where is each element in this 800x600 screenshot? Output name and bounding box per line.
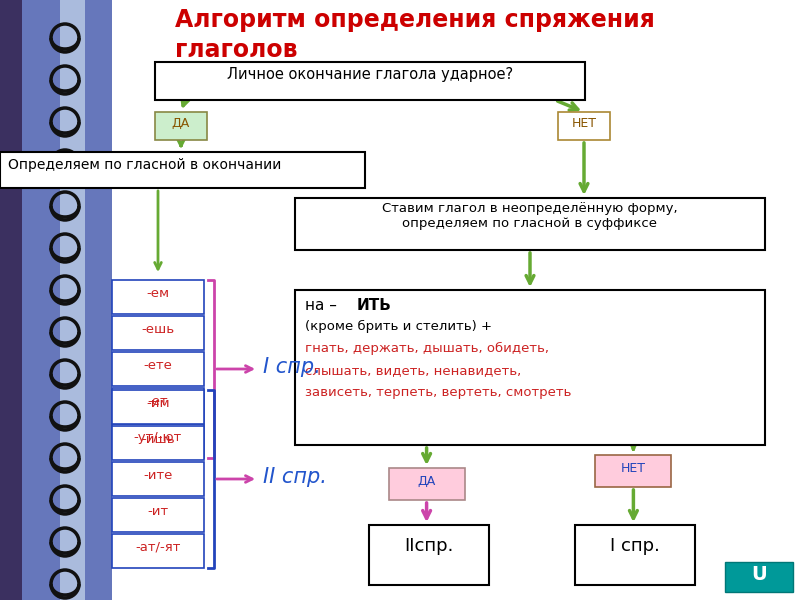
- Text: на –: на –: [305, 298, 342, 313]
- Bar: [369, 525, 489, 585]
- Text: -ите: -ите: [143, 469, 173, 482]
- Bar: [112, 534, 204, 568]
- Bar: [112, 426, 204, 460]
- Text: -ит: -ит: [147, 505, 169, 518]
- Text: зависеть, терпеть, вертеть, смотреть: зависеть, терпеть, вертеть, смотреть: [305, 386, 571, 399]
- Text: IIспр.: IIспр.: [404, 537, 454, 555]
- Text: -им: -им: [146, 397, 170, 410]
- Bar: [112, 390, 204, 424]
- Text: ДА: ДА: [172, 117, 190, 130]
- Text: Личное окончание глагола ударное?: Личное окончание глагола ударное?: [227, 67, 513, 82]
- Text: -ишь: -ишь: [141, 433, 175, 446]
- Text: гнать, держать, дышать, обидеть,: гнать, держать, дышать, обидеть,: [305, 342, 549, 355]
- Bar: [558, 112, 610, 140]
- Bar: [155, 62, 585, 100]
- Bar: [725, 562, 793, 592]
- Bar: [22, 0, 112, 600]
- Text: I спр.: I спр.: [610, 537, 660, 555]
- Text: -ете: -ете: [143, 359, 173, 372]
- Bar: [295, 290, 765, 445]
- Text: -ут/-ют: -ут/-ют: [134, 431, 182, 444]
- Text: ДА: ДА: [418, 475, 436, 488]
- Text: слышать, видеть, ненавидеть,: слышать, видеть, ненавидеть,: [305, 364, 522, 377]
- Bar: [112, 352, 204, 386]
- Bar: [112, 280, 204, 314]
- Text: -ат/-ят: -ат/-ят: [135, 541, 181, 554]
- Text: -ет: -ет: [148, 395, 168, 408]
- Text: НЕТ: НЕТ: [621, 462, 646, 475]
- Text: Определяем по гласной в окончании: Определяем по гласной в окончании: [8, 158, 282, 172]
- Text: Алгоритм определения спряжения: Алгоритм определения спряжения: [175, 8, 655, 32]
- Bar: [108, 0, 800, 600]
- Bar: [389, 468, 465, 500]
- Bar: [112, 498, 204, 532]
- Text: U: U: [751, 565, 767, 584]
- Bar: [60, 0, 85, 600]
- Bar: [0, 152, 365, 188]
- Text: Ставим глагол в неопределённую форму,
определяем по гласной в суффиксе: Ставим глагол в неопределённую форму, оп…: [382, 202, 678, 230]
- Text: -ешь: -ешь: [142, 323, 174, 336]
- Text: глаголов: глаголов: [175, 38, 298, 62]
- Text: -ем: -ем: [146, 287, 170, 300]
- Text: I спр.: I спр.: [263, 357, 321, 377]
- Text: (кроме брить и стелить) +: (кроме брить и стелить) +: [305, 320, 492, 333]
- Bar: [595, 455, 671, 487]
- Bar: [112, 462, 204, 496]
- Bar: [112, 388, 204, 422]
- Bar: [155, 112, 207, 140]
- Text: НЕТ: НЕТ: [571, 117, 597, 130]
- Bar: [112, 316, 204, 350]
- Text: II спр.: II спр.: [263, 467, 327, 487]
- Bar: [112, 424, 204, 458]
- Text: ИТЬ: ИТЬ: [357, 298, 392, 313]
- Bar: [0, 0, 22, 600]
- Bar: [575, 525, 695, 585]
- Bar: [295, 198, 765, 250]
